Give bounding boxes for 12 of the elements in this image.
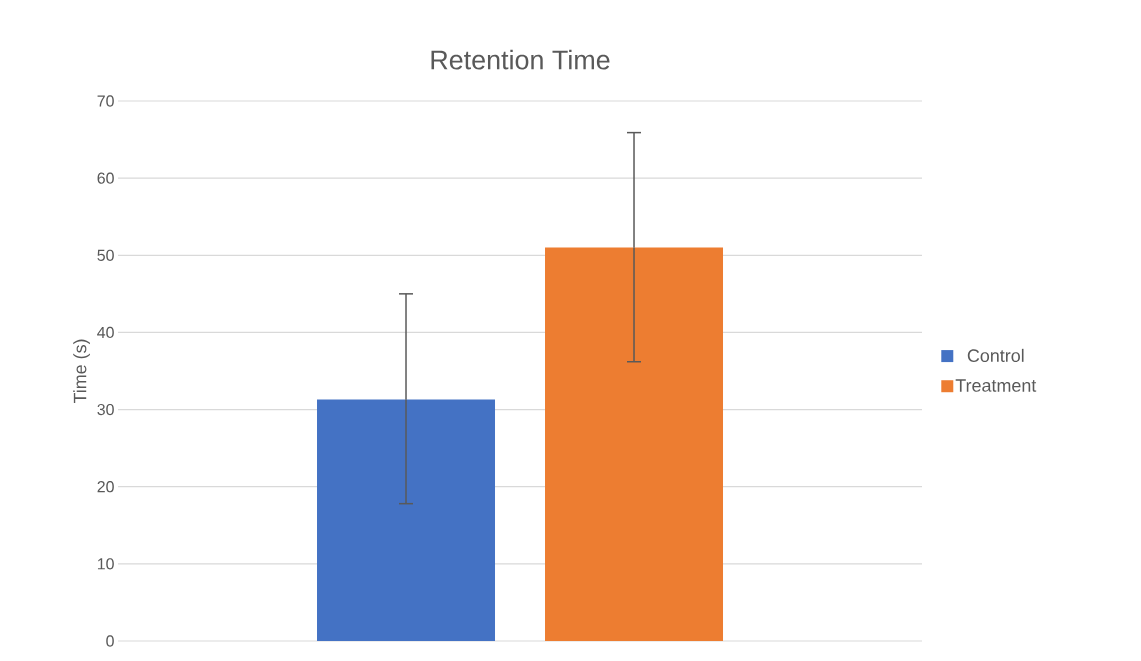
y-tick-label: 20 xyxy=(97,481,114,493)
y-tick-label: 10 xyxy=(97,558,114,570)
legend-label: Control xyxy=(967,348,1024,362)
y-axis-title: Time (s) xyxy=(73,339,90,404)
y-tick-label: 60 xyxy=(97,172,114,184)
y-tick-label: 30 xyxy=(97,403,114,416)
y-tick-label: 40 xyxy=(97,326,114,339)
y-tick-label: 0 xyxy=(106,635,114,647)
legend-label: Treatment xyxy=(955,379,1037,392)
y-tick-label: 70 xyxy=(97,95,114,107)
y-tick-label: 50 xyxy=(97,249,114,261)
chart-title: Retention Time xyxy=(431,49,610,70)
